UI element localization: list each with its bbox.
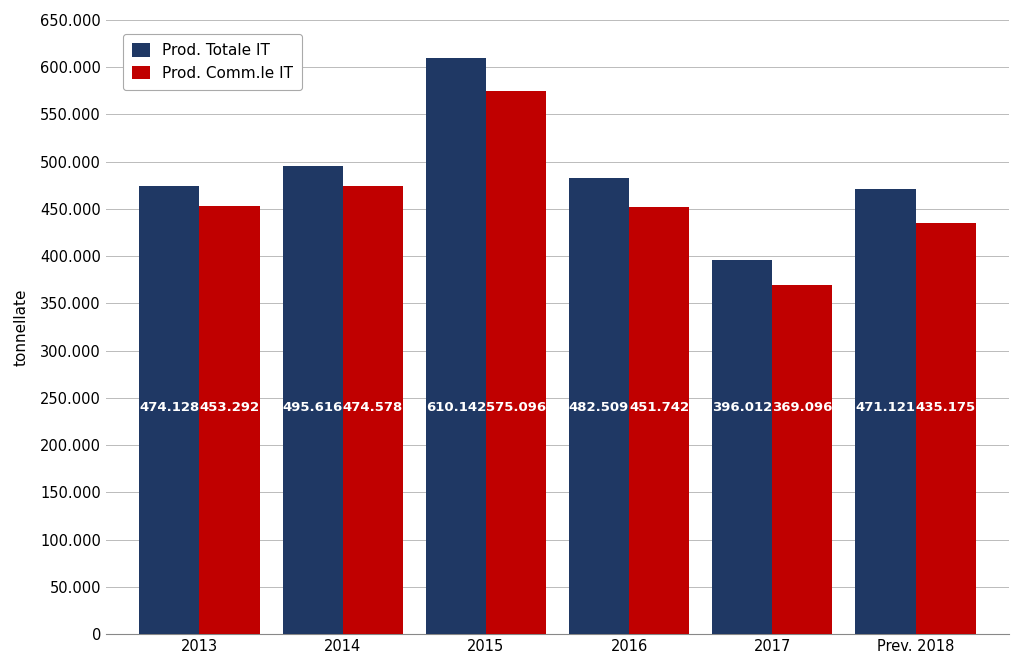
Text: 453.292: 453.292 — [199, 401, 260, 414]
Bar — [569, 178, 629, 634]
Text: 495.616: 495.616 — [282, 401, 343, 414]
Bar — [855, 189, 916, 634]
Bar — [629, 207, 690, 634]
Text: 474.578: 474.578 — [343, 401, 403, 414]
Text: 471.121: 471.121 — [855, 401, 916, 414]
Bar — [712, 260, 772, 634]
Bar — [772, 285, 833, 634]
Bar — [426, 57, 486, 634]
Text: 435.175: 435.175 — [916, 401, 976, 414]
Legend: Prod. Totale IT, Prod. Comm.le IT: Prod. Totale IT, Prod. Comm.le IT — [123, 33, 303, 90]
Text: 396.012: 396.012 — [712, 401, 772, 414]
Text: 474.128: 474.128 — [139, 401, 199, 414]
Bar — [139, 186, 199, 634]
Text: 482.509: 482.509 — [569, 401, 629, 414]
Bar — [199, 206, 260, 634]
Text: 610.142: 610.142 — [426, 401, 486, 414]
Bar — [486, 91, 546, 634]
Text: 451.742: 451.742 — [629, 401, 690, 414]
Bar — [343, 186, 403, 634]
Text: 575.096: 575.096 — [486, 401, 546, 414]
Y-axis label: tonnellate: tonnellate — [14, 289, 29, 366]
Bar — [916, 223, 976, 634]
Bar — [282, 166, 343, 634]
Text: 369.096: 369.096 — [772, 401, 833, 414]
